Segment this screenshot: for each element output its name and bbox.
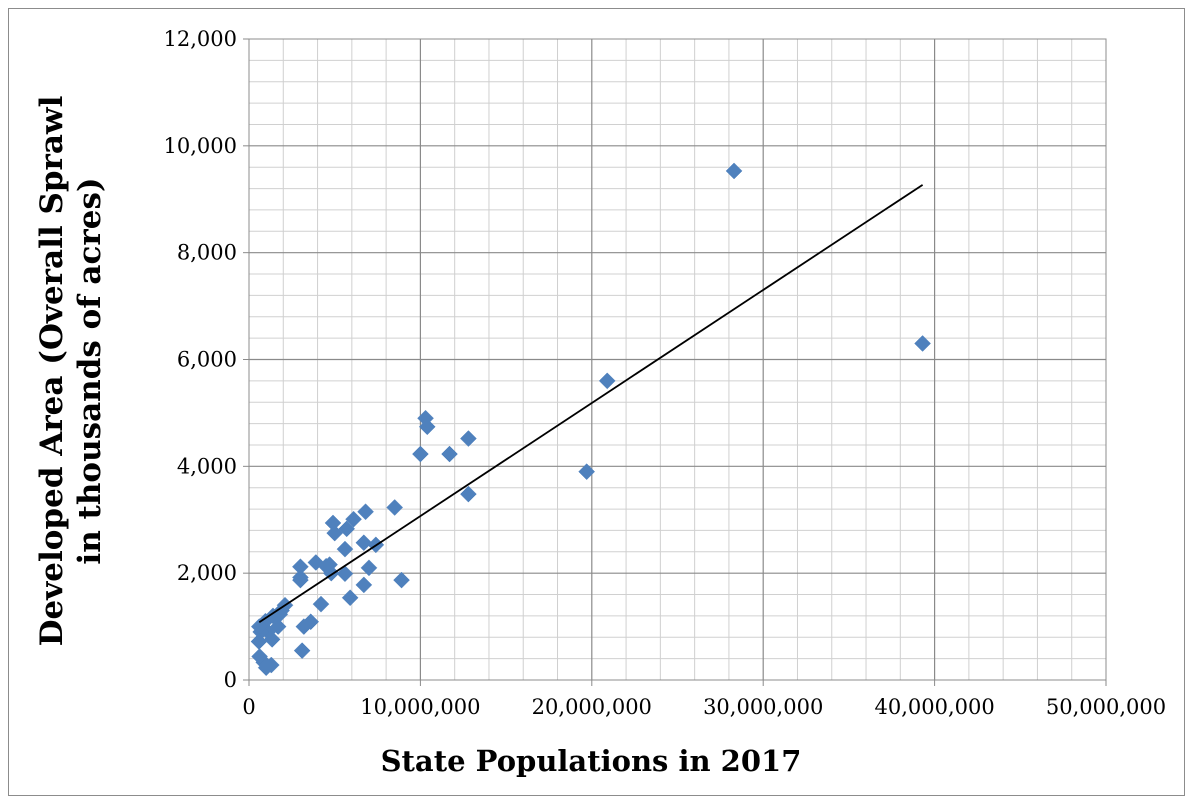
y-axis-tick-labels: 0 2,000 4,000 6,000 8,000 10,000 12,000: [164, 27, 249, 692]
data-point: [386, 499, 404, 516]
trendline: [258, 184, 924, 624]
y-axis-title-line-2: in thousands of acres): [72, 177, 108, 564]
x-tick-label: 10,000,000: [360, 695, 480, 719]
data-point: [460, 485, 477, 503]
data-point: [393, 571, 410, 589]
data-point: [307, 554, 325, 571]
chart-frame: 0 10,000,000 20,000,000 30,000,000 40,000,00…: [8, 8, 1185, 796]
data-point: [355, 576, 373, 594]
y-tick-label: 0: [224, 668, 237, 692]
data-point: [417, 409, 434, 427]
x-tick-label: 0: [242, 695, 255, 719]
data-point: [460, 430, 477, 447]
data-point: [336, 540, 354, 558]
y-tick-label: 6,000: [177, 348, 237, 372]
y-tick-label: 4,000: [177, 454, 237, 478]
major-gridlines: [249, 39, 1106, 680]
data-point: [250, 633, 268, 650]
data-point: [725, 162, 743, 180]
data-point: [357, 503, 374, 521]
x-tick-label: 50,000,000: [1046, 695, 1166, 719]
data-point: [341, 589, 359, 607]
y-tick-label: 8,000: [177, 241, 237, 265]
x-tick-label: 40,000,000: [874, 695, 994, 719]
data-point: [412, 445, 429, 463]
data-point: [345, 510, 362, 528]
data-point: [914, 335, 931, 352]
x-axis-title: State Populations in 2017: [381, 744, 802, 778]
data-point: [336, 565, 354, 583]
scatter-chart: 0 10,000,000 20,000,000 30,000,000 40,000,00…: [34, 27, 1166, 778]
data-points: [250, 162, 931, 677]
data-point: [360, 559, 378, 577]
data-point: [312, 595, 330, 613]
data-point: [326, 524, 344, 542]
data-point: [251, 648, 268, 665]
y-tick-label: 12,000: [164, 27, 237, 51]
y-tick-label: 2,000: [177, 561, 237, 585]
y-axis-title-line-1: Developed Area (Overall Sprawl: [34, 96, 70, 647]
data-point: [578, 463, 596, 481]
x-axis-tick-labels: 0 10,000,000 20,000,000 30,000,000 40,000,00…: [242, 680, 1166, 719]
data-point: [292, 571, 309, 589]
data-point: [293, 642, 311, 659]
data-point: [598, 372, 616, 390]
y-tick-label: 10,000: [164, 134, 237, 158]
data-point: [295, 618, 313, 635]
x-tick-label: 20,000,000: [532, 695, 652, 719]
data-point: [355, 534, 373, 552]
data-point: [441, 445, 458, 463]
x-tick-label: 30,000,000: [703, 695, 823, 719]
data-point: [324, 514, 342, 532]
